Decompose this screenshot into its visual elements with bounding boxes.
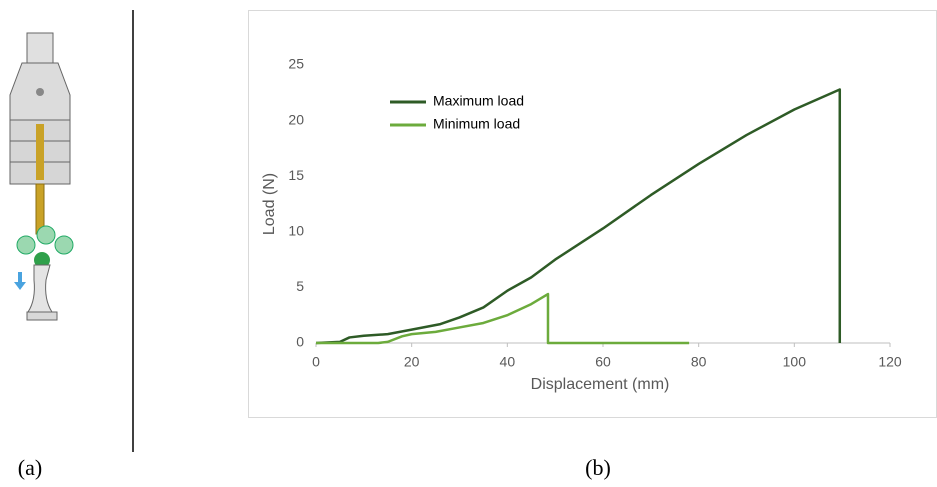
clamp-diagram: [9, 32, 74, 321]
data-line: [315, 88, 842, 345]
y-tick-label: 20: [288, 111, 304, 127]
x-tick-label: 120: [878, 354, 902, 370]
x-tick-label: 100: [783, 354, 807, 370]
y-tick-label: 25: [288, 56, 304, 72]
legend-label: Minimum load: [433, 116, 520, 132]
x-tick-label: 40: [500, 354, 516, 370]
x-tick-label: 0: [312, 354, 320, 370]
x-tick-label: 80: [691, 354, 707, 370]
x-tick-label: 20: [404, 354, 420, 370]
y-axis-label: Load (N): [261, 173, 278, 235]
y-tick-label: 0: [296, 334, 304, 350]
x-axis-label: Displacement (mm): [531, 376, 670, 393]
y-tick-label: 10: [288, 223, 304, 239]
y-tick-label: 5: [296, 278, 304, 294]
y-tick-label: 15: [288, 167, 304, 183]
x-tick-label: 60: [595, 354, 611, 370]
chart-frame: [248, 10, 937, 418]
legend-label: Maximum load: [433, 93, 524, 109]
panel-label: (a): [18, 455, 42, 480]
data-line: [316, 292, 690, 345]
panel-label: (b): [585, 455, 611, 480]
